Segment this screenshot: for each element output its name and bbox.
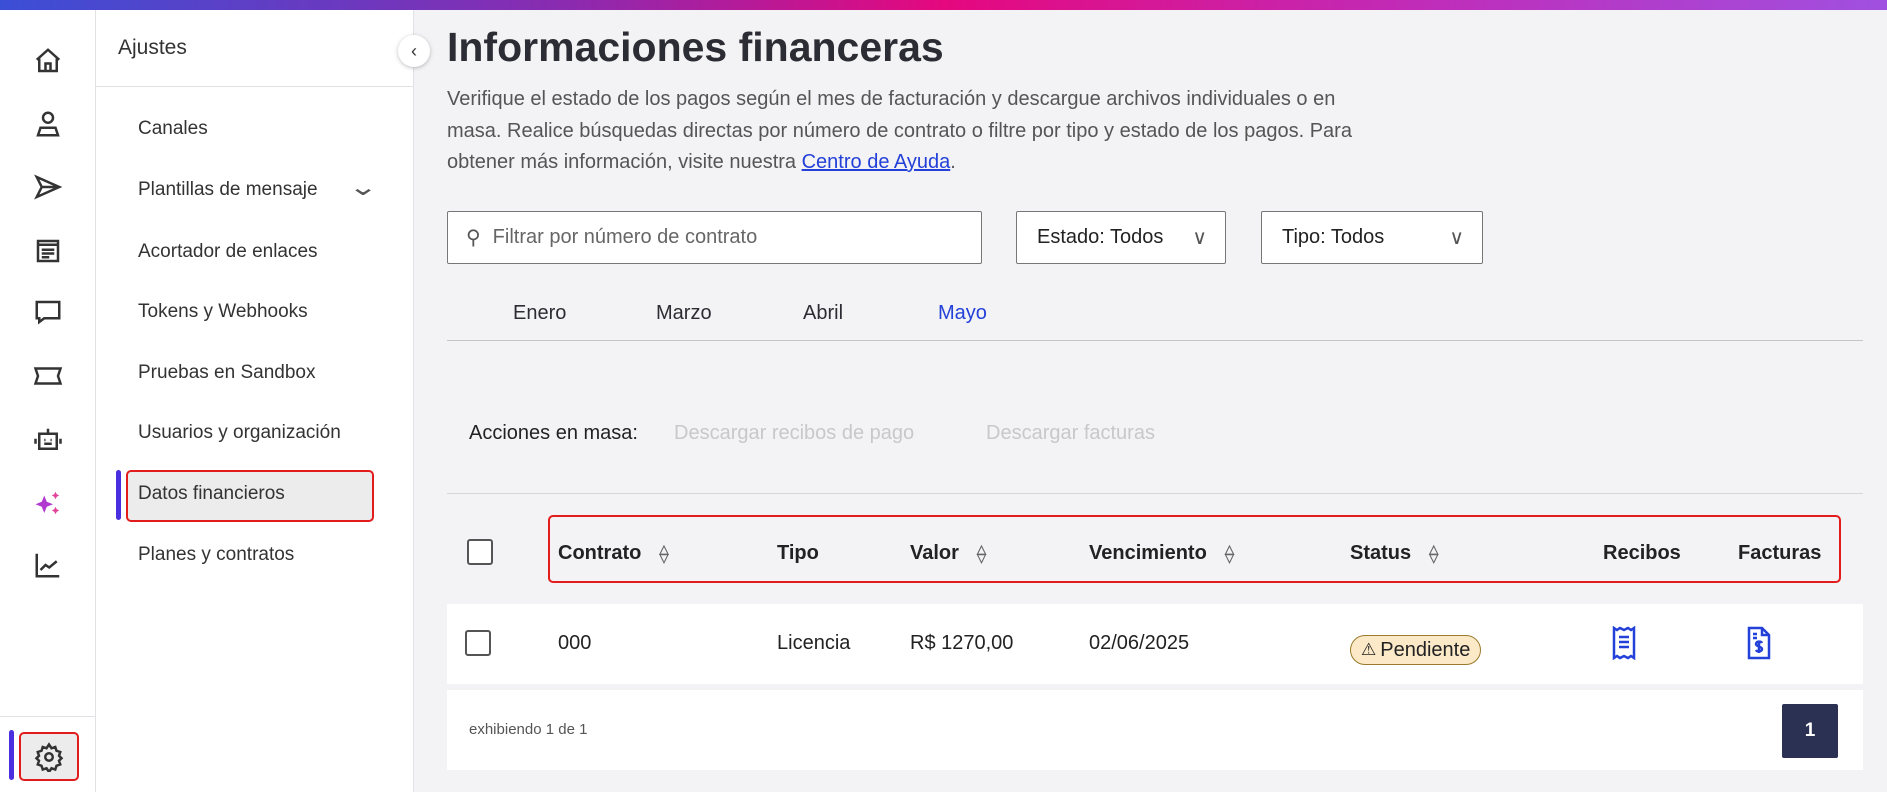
description-end: . [950, 151, 956, 173]
tab-enero[interactable]: Enero [513, 302, 567, 324]
estado-value: Estado: Todos [1037, 226, 1164, 248]
active-indicator [116, 470, 121, 520]
chevron-down-icon: ∨ [1192, 227, 1207, 249]
cell-vencimiento: 02/06/2025 [1089, 632, 1190, 654]
send-icon[interactable] [30, 169, 66, 205]
sidebar-item-tokens[interactable]: Tokens y Webhooks [138, 301, 308, 322]
sort-icon[interactable]: △ ▽ [1224, 541, 1235, 565]
download-invoices-button[interactable]: Descargar facturas [986, 422, 1155, 444]
sidebar-item-usuarios[interactable]: Usuarios y organización [138, 422, 341, 443]
tipo-select[interactable]: Tipo: Todos ∨ [1261, 211, 1483, 264]
settings-button[interactable] [19, 732, 79, 781]
receipt-icon[interactable] [1611, 626, 1637, 660]
gear-icon [34, 741, 64, 772]
page-title: Informaciones financeras [447, 24, 944, 70]
sparkles-icon[interactable] [30, 485, 66, 521]
column-label: Recibos [1603, 542, 1681, 564]
column-recibos: Recibos [1603, 542, 1681, 565]
column-status[interactable]: Status △ ▽ [1350, 542, 1438, 565]
document-icon[interactable] [30, 233, 66, 269]
active-item-highlight [126, 470, 374, 522]
settings-sidebar: Ajustes Canales Plantillas de mensaje ⌄ A… [96, 10, 414, 792]
description-text: Verifique el estado de los pagos según e… [447, 88, 1352, 173]
invoice-icon[interactable] [1746, 626, 1772, 660]
user-icon[interactable] [30, 106, 66, 142]
column-contrato[interactable]: Contrato △ ▽ [558, 542, 669, 565]
sidebar-title: Ajustes [118, 36, 187, 59]
tipo-value: Tipo: Todos [1282, 226, 1385, 248]
column-label: Contrato [558, 542, 642, 564]
column-label: Vencimiento [1089, 542, 1207, 564]
sort-icon[interactable]: △ ▽ [659, 541, 669, 565]
column-valor[interactable]: Valor △ ▽ [910, 542, 986, 565]
sidebar-item-plantillas[interactable]: Plantillas de mensaje ⌄ [138, 174, 378, 201]
column-label: Status [1350, 542, 1412, 564]
ticket-icon[interactable] [30, 358, 66, 394]
bulk-actions-label: Acciones en masa: [469, 422, 638, 444]
row-checkbox[interactable] [465, 630, 491, 656]
bot-icon[interactable] [30, 422, 66, 458]
warning-icon: ⚠ [1361, 640, 1377, 659]
tab-abril[interactable]: Abril [803, 302, 844, 324]
sidebar-item-label: Plantillas de mensaje [138, 179, 318, 200]
contract-search-input[interactable]: ⚲ Filtrar por número de contrato [447, 211, 982, 264]
icon-rail [0, 10, 96, 792]
collapse-sidebar-button[interactable]: ‹ [398, 35, 430, 67]
active-indicator [9, 730, 14, 780]
column-facturas: Facturas [1738, 542, 1821, 565]
sidebar-item-sandbox[interactable]: Pruebas en Sandbox [138, 362, 316, 383]
help-center-link[interactable]: Centro de Ayuda [801, 151, 951, 173]
status-text: Pendiente [1380, 638, 1471, 661]
sort-icon[interactable]: △ ▽ [1429, 541, 1439, 565]
sidebar-item-canales[interactable]: Canales [138, 118, 208, 139]
estado-select[interactable]: Estado: Todos ∨ [1016, 211, 1226, 264]
sort-icon[interactable]: △ ▽ [976, 541, 987, 565]
status-badge: ⚠ Pendiente [1350, 635, 1482, 665]
download-receipts-button[interactable]: Descargar recibos de pago [674, 422, 915, 444]
tab-mayo[interactable]: Mayo [938, 302, 987, 324]
column-label: Facturas [1738, 542, 1822, 564]
divider [447, 493, 1863, 494]
sidebar-item-datos-financieros[interactable]: Datos financieros [138, 483, 285, 504]
column-tipo: Tipo [777, 542, 819, 565]
sidebar-item-planes[interactable]: Planes y contratos [138, 544, 295, 565]
top-gradient-bar [0, 0, 1887, 10]
search-icon: ⚲ [466, 227, 481, 249]
home-icon[interactable] [30, 43, 66, 79]
chevron-down-icon[interactable]: ⌄ [347, 174, 379, 201]
chart-icon[interactable] [30, 547, 66, 583]
table-row [447, 604, 1863, 684]
select-all-checkbox[interactable] [467, 539, 493, 565]
cell-contrato: 000 [558, 632, 592, 654]
header-highlight [548, 515, 1841, 583]
divider [96, 86, 414, 87]
chat-icon[interactable] [30, 294, 66, 330]
rail-divider [0, 716, 96, 717]
page-1-button[interactable]: 1 [1782, 704, 1838, 758]
column-label: Valor [910, 542, 959, 564]
chevron-left-icon: ‹ [411, 40, 417, 61]
tabs-divider [447, 340, 1863, 341]
tab-marzo[interactable]: Marzo [656, 302, 712, 324]
column-vencimiento[interactable]: Vencimiento △ ▽ [1089, 542, 1234, 565]
column-label: Tipo [777, 542, 819, 564]
page-description: Verifique el estado de los pagos según e… [447, 84, 1387, 179]
cell-tipo: Licencia [777, 632, 851, 654]
cell-valor: R$ 1270,00 [910, 632, 1014, 654]
showing-count: exhibiendo 1 de 1 [469, 721, 588, 738]
search-placeholder: Filtrar por número de contrato [492, 226, 758, 248]
chevron-down-icon: ∨ [1449, 227, 1464, 249]
sidebar-item-acortador[interactable]: Acortador de enlaces [138, 241, 318, 262]
table-footer [447, 690, 1863, 770]
